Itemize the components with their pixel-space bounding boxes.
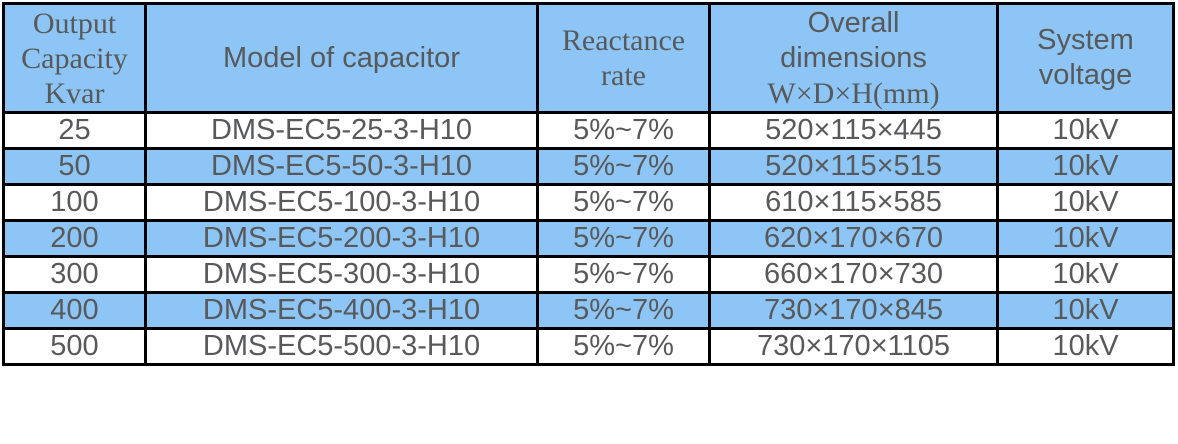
cell-overall-dimensions: 610×115×585: [708, 183, 999, 222]
header-line: Overall: [807, 6, 900, 39]
cell-output-capacity: 400: [2, 291, 147, 330]
cell-model: DMS-EC5-300-3-H10: [144, 255, 539, 294]
cell-system-voltage: 10kV: [996, 291, 1175, 330]
cell-reactance-rate: 5%~7%: [536, 291, 711, 330]
col-header-system-voltage: System voltage: [996, 2, 1175, 114]
header-line: dimensions: [780, 41, 927, 74]
capacitor-spec-table: Output Capacity Kvar Model of capacitor …: [2, 2, 1175, 366]
cell-reactance-rate: 5%~7%: [536, 255, 711, 294]
cell-reactance-rate: 5%~7%: [536, 147, 711, 186]
header-line: Reactance: [561, 24, 686, 57]
cell-model: DMS-EC5-50-3-H10: [144, 147, 539, 186]
cell-output-capacity: 100: [2, 183, 147, 222]
cell-overall-dimensions: 730×170×845: [708, 291, 999, 330]
table-body: 25 DMS-EC5-25-3-H10 5%~7% 520×115×445 10kV 50…: [2, 111, 1175, 366]
table-row: 100 DMS-EC5-100-3-H10 5%~7% 610×115×585 10kV: [2, 183, 1175, 222]
header-line: Output: [32, 6, 117, 40]
cell-model: DMS-EC5-25-3-H10: [144, 111, 539, 150]
header-line: rate: [601, 59, 646, 92]
cell-system-voltage: 10kV: [996, 255, 1175, 294]
header-line: System: [1037, 24, 1134, 56]
table-row: 300 DMS-EC5-300-3-H10 5%~7% 660×170×730 10kV: [2, 255, 1175, 294]
cell-overall-dimensions: 620×170×670: [708, 219, 999, 258]
table-row: 500 DMS-EC5-500-3-H10 5%~7% 730×170×1105 10k…: [2, 327, 1175, 366]
cell-overall-dimensions: 520×115×515: [708, 147, 999, 186]
header-row: Output Capacity Kvar Model of capacitor …: [2, 2, 1175, 114]
cell-model: DMS-EC5-400-3-H10: [144, 291, 539, 330]
cell-overall-dimensions: 520×115×445: [708, 111, 999, 150]
header-line: Kvar: [44, 76, 105, 110]
cell-output-capacity: 50: [2, 147, 147, 186]
cell-output-capacity: 200: [2, 219, 147, 258]
cell-reactance-rate: 5%~7%: [536, 183, 711, 222]
header-line: Model of capacitor: [223, 41, 460, 74]
cell-output-capacity: 500: [2, 327, 147, 366]
table-header: Output Capacity Kvar Model of capacitor …: [2, 2, 1175, 114]
cell-overall-dimensions: 730×170×1105: [708, 327, 999, 366]
cell-output-capacity: 300: [2, 255, 147, 294]
cell-model: DMS-EC5-500-3-H10: [144, 327, 539, 366]
header-line: W×D×H(mm): [767, 76, 940, 110]
cell-system-voltage: 10kV: [996, 219, 1175, 258]
cell-system-voltage: 10kV: [996, 111, 1175, 150]
cell-output-capacity: 25: [2, 111, 147, 150]
header-line: voltage: [1038, 59, 1133, 91]
cell-reactance-rate: 5%~7%: [536, 327, 711, 366]
col-header-reactance-rate: Reactance rate: [536, 2, 711, 114]
cell-model: DMS-EC5-200-3-H10: [144, 219, 539, 258]
table-row: 50 DMS-EC5-50-3-H10 5%~7% 520×115×515 10kV: [2, 147, 1175, 186]
cell-system-voltage: 10kV: [996, 183, 1175, 222]
cell-model: DMS-EC5-100-3-H10: [144, 183, 539, 222]
cell-system-voltage: 10kV: [996, 147, 1175, 186]
cell-system-voltage: 10kV: [996, 327, 1175, 366]
table-row: 25 DMS-EC5-25-3-H10 5%~7% 520×115×445 10kV: [2, 111, 1175, 150]
col-header-output-capacity: Output Capacity Kvar: [2, 2, 147, 114]
cell-overall-dimensions: 660×170×730: [708, 255, 999, 294]
cell-reactance-rate: 5%~7%: [536, 111, 711, 150]
col-header-overall-dimensions: Overall dimensions W×D×H(mm): [708, 2, 999, 114]
col-header-model: Model of capacitor: [144, 2, 539, 114]
header-line: Capacity: [21, 41, 128, 75]
cell-reactance-rate: 5%~7%: [536, 219, 711, 258]
table-row: 400 DMS-EC5-400-3-H10 5%~7% 730×170×845 10kV: [2, 291, 1175, 330]
table-row: 200 DMS-EC5-200-3-H10 5%~7% 620×170×670 10kV: [2, 219, 1175, 258]
